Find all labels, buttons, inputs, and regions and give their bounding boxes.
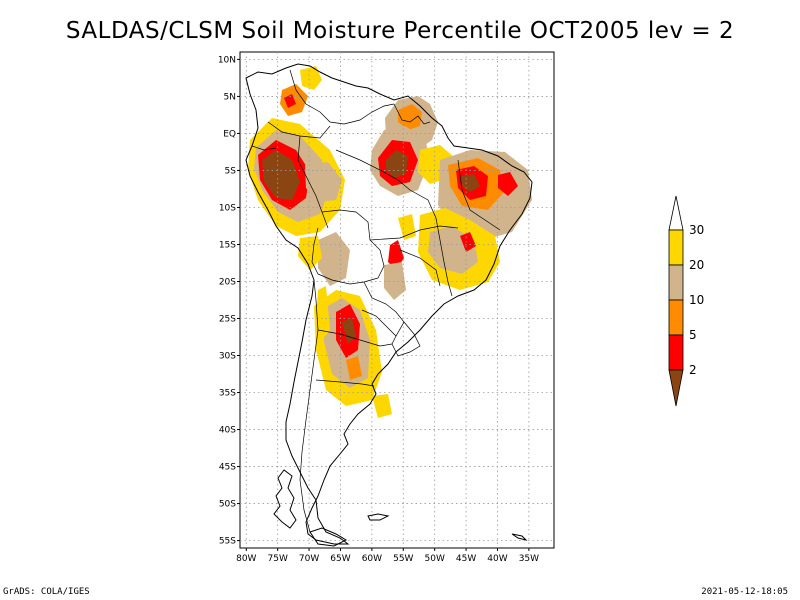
- colorbar: 30 20 10 5 2: [668, 195, 704, 407]
- border-argentina-provinces: [317, 329, 393, 347]
- gridlines: [240, 52, 554, 548]
- chile-fjords: [273, 469, 297, 529]
- shade-argentina-south: [372, 394, 392, 418]
- colorbar-label-30: 30: [689, 223, 704, 237]
- country-borders: [251, 69, 501, 533]
- lon-label-75W: 75W: [268, 554, 288, 564]
- lat-label-45S: 45S: [219, 463, 236, 473]
- footer-credit: GrADS: COLA/IGES: [3, 587, 90, 597]
- shading-layer: [248, 66, 532, 418]
- map-title: SALDAS/CLSM Soil Moisture Percentile OCT…: [65, 18, 735, 44]
- lon-label-35W: 35W: [519, 554, 539, 564]
- lat-label-25S: 25S: [219, 315, 236, 325]
- shade-colombia-red: [284, 94, 296, 108]
- lon-label-80W: 80W: [236, 554, 256, 564]
- border-bolivia-south: [317, 273, 379, 285]
- border-peru-brazil: [297, 135, 329, 229]
- latitude-labels: 10N 5N EQ 5S 10S 15S 20S 25S 30S 35S 40S 45S 50S 55S: [218, 55, 240, 547]
- lat-label-20S: 20S: [219, 277, 236, 287]
- border-brazil-states-1: [369, 225, 459, 241]
- colorbar-label-20: 20: [689, 258, 704, 272]
- tierra-del-fuego: [309, 527, 348, 547]
- colorbar-label-10: 10: [689, 293, 704, 307]
- border-brazil-states-5: [399, 249, 441, 287]
- border-guianas: [393, 103, 431, 125]
- lat-label-5N: 5N: [224, 92, 236, 102]
- shade-central-yellow: [398, 214, 416, 240]
- border-chile-argentina: [299, 279, 319, 533]
- lon-label-65W: 65W: [330, 554, 350, 564]
- lat-label-55S: 55S: [219, 537, 236, 547]
- shade-central-amazon-core: [386, 150, 408, 178]
- continent-coastline: [245, 63, 533, 545]
- colorbar-swatch-lt2: [668, 369, 684, 407]
- border-peru-bolivia: [311, 227, 319, 275]
- lon-label-40W: 40W: [487, 554, 507, 564]
- lat-label-10N: 10N: [218, 55, 236, 65]
- map-frame: [239, 51, 555, 549]
- shade-andes-strip: [316, 286, 330, 340]
- lat-label-15S: 15S: [219, 240, 236, 250]
- border-venezuela-brazil: [343, 103, 395, 125]
- shade-venezuela-yellow: [300, 66, 322, 90]
- lat-label-50S: 50S: [219, 500, 236, 510]
- border-colombia-venezuela: [289, 69, 345, 125]
- lon-label-50W: 50W: [425, 554, 445, 564]
- lon-label-55W: 55W: [393, 554, 413, 564]
- shade-ne-brazil-core: [462, 174, 480, 192]
- footer-timestamp: 2021-05-12-18:05: [701, 587, 788, 597]
- colorbar-swatch-gt30: [668, 195, 684, 231]
- colorbar-label-5: 5: [689, 328, 697, 342]
- lon-label-45W: 45W: [456, 554, 476, 564]
- border-bolivia-brazil: [321, 209, 385, 279]
- colorbar-swatch-5-10: [668, 299, 684, 336]
- colorbar-swatch-2-5: [668, 334, 684, 371]
- lat-label-40S: 40S: [219, 426, 236, 436]
- lon-label-70W: 70W: [299, 554, 319, 564]
- lon-label-60W: 60W: [362, 554, 382, 564]
- border-ecuador: [251, 145, 277, 151]
- lat-label-30S: 30S: [219, 352, 236, 362]
- border-brazil-states-4: [335, 149, 411, 191]
- lat-label-5S: 5S: [225, 166, 237, 176]
- border-uruguay: [391, 321, 421, 357]
- lat-label-EQ: EQ: [223, 129, 236, 139]
- border-brazil-states-3: [457, 159, 501, 231]
- shade-guianas-core: [398, 104, 422, 130]
- shade-argentina-orange: [346, 356, 362, 380]
- colorbar-label-2: 2: [689, 363, 697, 377]
- south-georgia: [511, 533, 528, 541]
- colorbar-swatch-20-30: [668, 229, 684, 266]
- shade-ne-red-2: [498, 172, 518, 196]
- colorbar-swatch-10-20: [668, 264, 684, 301]
- lat-label-10S: 10S: [219, 203, 236, 213]
- border-brazil-states-2: [409, 189, 453, 297]
- shade-central-brazil-red: [460, 232, 476, 252]
- falkland-islands: [367, 513, 390, 521]
- border-argentina-provinces-2: [315, 379, 375, 387]
- shade-central-tan: [384, 262, 406, 300]
- shade-bolivia: [318, 232, 350, 286]
- lat-label-35S: 35S: [219, 389, 236, 399]
- longitude-labels: 80W 75W 70W 65W 60W 55W 50W 45W 40W 35W: [236, 548, 539, 564]
- shade-west-amazon-core: [262, 150, 300, 200]
